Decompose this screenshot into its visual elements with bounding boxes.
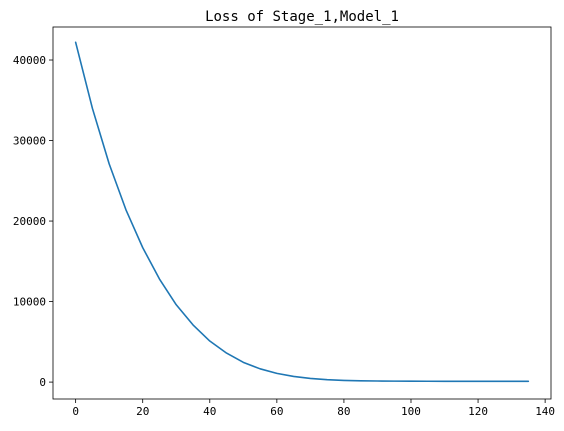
x-tick-label: 60: [270, 405, 283, 418]
y-tick-label: 10000: [13, 296, 46, 309]
x-tick-label: 0: [72, 405, 79, 418]
y-tick-label: 40000: [13, 54, 46, 67]
x-tick-label: 80: [337, 405, 350, 418]
series-layer: [74, 41, 530, 383]
plot-area: 0 20 40 60 80 100 120 140 0 10000 20000 30000 40000: [13, 26, 555, 418]
y-tick-label: 0: [39, 376, 46, 389]
x-tick-label: 20: [136, 405, 149, 418]
x-axis: 0 20 40 60 80 100 120 140: [72, 399, 555, 418]
x-tick-label: 140: [535, 405, 555, 418]
x-tick-label: 100: [401, 405, 421, 418]
x-tick-label: 120: [468, 405, 488, 418]
y-tick-label: 30000: [13, 135, 46, 148]
chart-title: Loss of Stage_1,Model_1: [205, 9, 399, 25]
plot-frame: [52, 26, 552, 400]
y-tick-label: 20000: [13, 215, 46, 228]
x-tick-label: 40: [203, 405, 216, 418]
series-line-1: [74, 41, 530, 383]
y-axis: 0 10000 20000 30000 40000: [13, 54, 53, 389]
